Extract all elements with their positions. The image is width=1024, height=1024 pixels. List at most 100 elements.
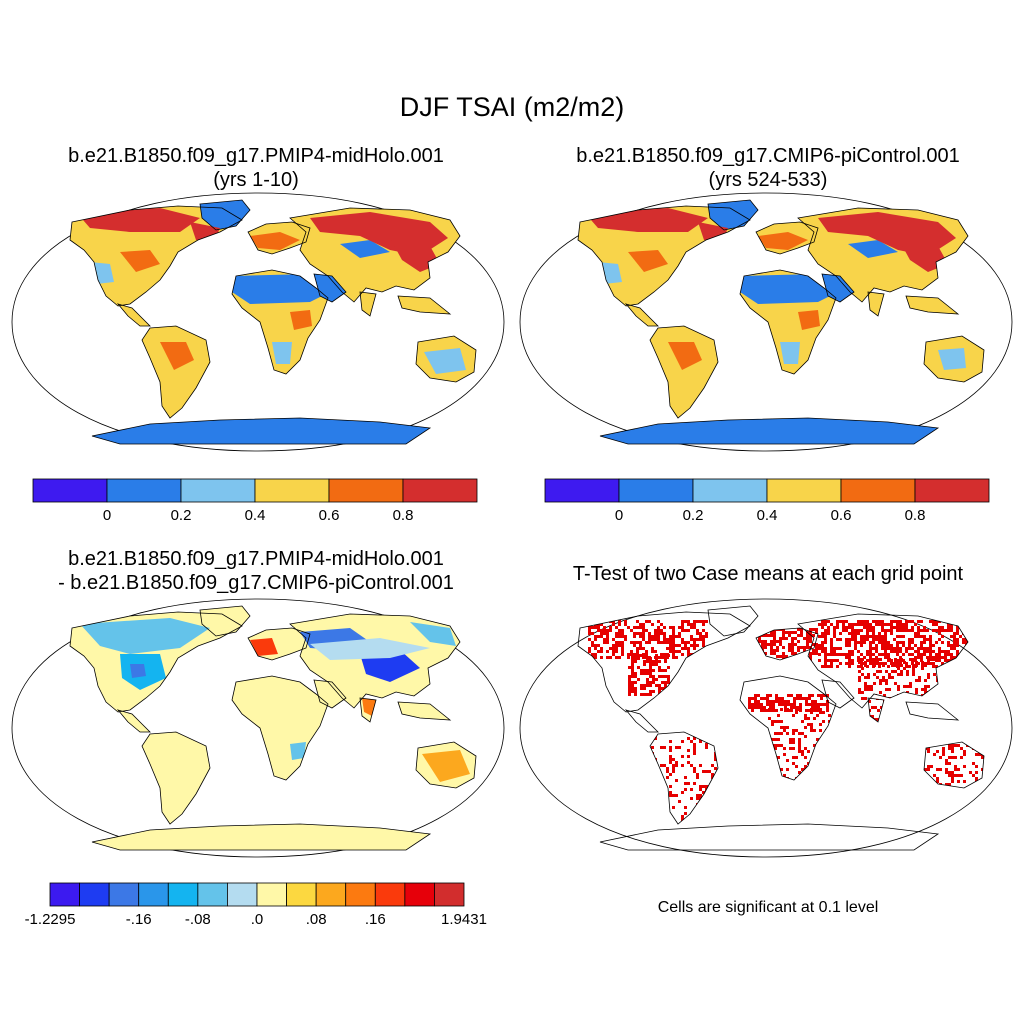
colorbar-box (840, 478, 916, 503)
colorbar-box (345, 882, 376, 907)
colorbar-box (766, 478, 842, 503)
coastline-south-america (141, 325, 211, 419)
colorbar-box (328, 478, 404, 503)
colorbar-tick-label: -.08 (185, 911, 211, 928)
globe-outline (519, 598, 1013, 858)
coastline-arabia (821, 273, 855, 303)
coastline-asia (797, 613, 969, 709)
coastline-antarctica (91, 823, 432, 851)
panel1-title-line1: b.e21.B1850.f09_g17.PMIP4-midHolo.001 (68, 145, 444, 167)
colorbar-box (692, 478, 768, 503)
coastline-central-america (116, 303, 151, 327)
colorbar-box (544, 478, 620, 503)
panel2-title: b.e21.B1850.f09_g17.CMIP6-piControl.001 … (512, 144, 1024, 192)
colorbar-box (402, 478, 478, 503)
colorbar-tick-label: 1.9431 (441, 911, 487, 928)
coastline-australia (415, 335, 477, 383)
coastline-greenland (707, 199, 759, 231)
colorbar-tick-label: 0.4 (757, 507, 778, 524)
colorbar-box (254, 478, 330, 503)
coastline-north-america (69, 205, 243, 307)
coastline-southeast-asia (397, 295, 452, 315)
coastline-south-america (141, 731, 211, 825)
colorbar-box (197, 882, 228, 907)
colorbar-box (49, 882, 80, 907)
coastline-arabia (821, 679, 855, 709)
coastline-greenland (707, 605, 759, 637)
coastline-arabia (313, 273, 347, 303)
colorbar-2: 0 0.2 0.4 0.6 0.8 (544, 478, 990, 524)
colorbar-tick-label: 0.2 (171, 507, 192, 524)
coastline-antarctica (599, 823, 940, 851)
coastline-india (359, 291, 377, 317)
coastline-asia (289, 207, 461, 303)
coastline-southeast-asia (397, 701, 452, 721)
colorbar-box (286, 882, 317, 907)
coastline-india (359, 697, 377, 723)
figure-title: DJF TSAI (m2/m2) (399, 92, 625, 122)
colorbar-box (32, 478, 108, 503)
map-panel-3 (11, 598, 505, 858)
colorbar-tick-label: .16 (365, 911, 386, 928)
panel4-title: T-Test of two Case means at each grid po… (572, 563, 964, 585)
colorbar-box (108, 882, 140, 907)
panel3-title: b.e21.B1850.f09_g17.PMIP4-midHolo.001 - … (0, 547, 512, 595)
coastline-australia (415, 741, 477, 789)
colorbar-tick-label: 0.4 (245, 507, 266, 524)
panel2-title-line2: (yrs 524-533) (708, 169, 828, 191)
colorbar-tick-label: -1.2295 (25, 911, 76, 928)
colorbar-box (180, 478, 256, 503)
colorbar-tick-label: 0.8 (905, 507, 926, 524)
colorbar-tick-label: .0 (251, 911, 264, 928)
colorbar-box (315, 882, 347, 907)
coastline-africa (231, 675, 329, 781)
panel3-title-line2: - b.e21.B1850.f09_g17.CMIP6-piControl.00… (58, 572, 454, 594)
panel1-title: b.e21.B1850.f09_g17.PMIP4-midHolo.001 (y… (0, 144, 512, 192)
coastline-central-america (116, 709, 151, 733)
coastline-europe (247, 627, 311, 661)
coastline-south-america (649, 731, 719, 825)
colorbar-box (618, 478, 694, 503)
coastline-europe (247, 221, 311, 255)
field-layer (578, 200, 984, 444)
colorbar-tick-label: 0.6 (319, 507, 340, 524)
coastline-antarctica (91, 417, 432, 445)
coastline-antarctica (599, 417, 940, 445)
coastline-africa (739, 269, 837, 375)
colorbar-tick-label: 0.2 (683, 507, 704, 524)
colorbar-1: 0 0.2 0.4 0.6 0.8 (32, 478, 478, 524)
panel3-title-line1: b.e21.B1850.f09_g17.PMIP4-midHolo.001 (68, 548, 444, 570)
map-panel-4 (519, 598, 1013, 858)
coastline-greenland (199, 199, 251, 231)
colorbar-box (79, 882, 110, 907)
coastline-south-america (649, 325, 719, 419)
coastline-north-america (577, 611, 751, 713)
colorbar-3: -1.2295 -.16 -.08 .0 .08 .16 1.9431 (25, 882, 487, 928)
coastline-north-america (69, 611, 243, 713)
colorbar-tick-label: 0.6 (831, 507, 852, 524)
coastline-arabia (313, 679, 347, 709)
significance-note: Cells are significant at 0.1 level (657, 899, 879, 916)
colorbar-tick-label: 0 (103, 507, 111, 524)
colorbar-tick-label: .08 (306, 911, 327, 928)
panel1-title-line2: (yrs 1-10) (213, 169, 299, 191)
colorbar-box (106, 478, 182, 503)
field-layer (70, 606, 476, 850)
coastline-central-america (624, 303, 659, 327)
coastline-southeast-asia (905, 295, 960, 315)
coastline-southeast-asia (905, 701, 960, 721)
colorbar-box (167, 882, 199, 907)
coastline-central-america (624, 709, 659, 733)
coastline-europe (755, 221, 819, 255)
colorbar-tick-label: 0.8 (393, 507, 414, 524)
coastline-europe (755, 627, 819, 661)
colorbar-box (138, 882, 169, 907)
coastline-india (867, 291, 885, 317)
coastline-australia (923, 335, 985, 383)
coastline-africa (739, 675, 837, 781)
colorbar-box (227, 882, 258, 907)
map-panel-2 (519, 192, 1013, 452)
map-panel-1 (11, 192, 505, 452)
colorbar-box (374, 882, 406, 907)
coastline-africa (231, 269, 329, 375)
